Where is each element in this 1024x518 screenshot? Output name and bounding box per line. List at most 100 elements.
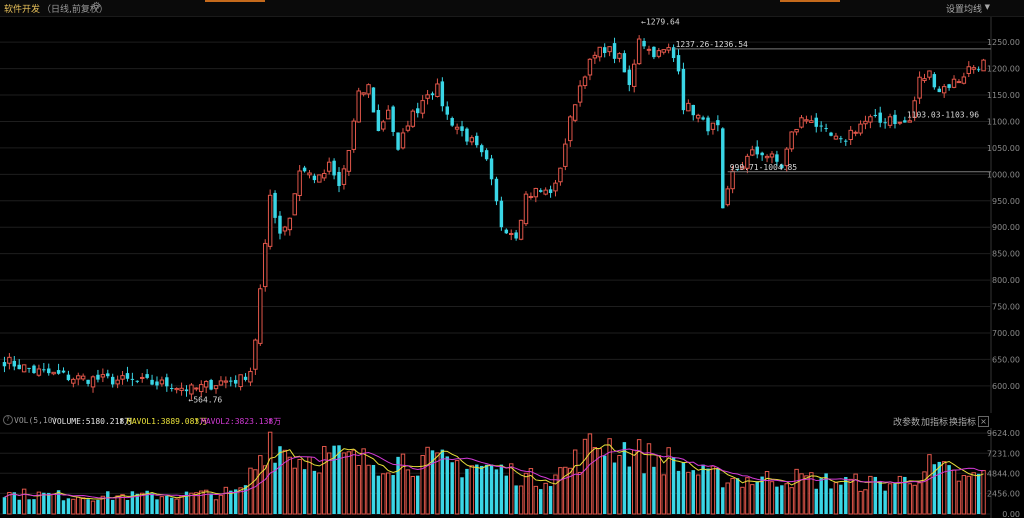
volume-bar-up [115,495,120,515]
volume-bar-down [514,485,518,514]
price-chart[interactable]: 600.00 650.00 700.00 750.00 800.00 850.00 900.… [0,17,1024,413]
candle-body-down [780,164,784,169]
price-tick-label: 1000.00 [987,170,1020,179]
candle-body-down [135,380,140,382]
candle-body-up [956,81,962,84]
candle-body-up [745,155,750,169]
volume-bar-down [893,483,897,514]
candle-body-down [755,146,759,155]
volume-bar-up [307,456,312,515]
gear-icon[interactable]: ⚙ [92,1,101,12]
candle-body-up [351,120,357,150]
candle-body-up [203,380,209,388]
volume-bar-down [125,499,130,514]
candle-body-down [676,55,681,72]
price-tick-label: 750.00 [992,303,1020,312]
accent-bar-right [780,0,840,2]
volume-chart[interactable]: 0.00 2456.00 4844.00 7231.00 9624.00 [0,428,1024,518]
volume-bar-up [577,471,583,515]
volume-bar-down [676,470,681,514]
candle-body-up [553,182,558,192]
candle-body-up [907,120,912,123]
candle-body-up [253,339,258,370]
candle-body-up [941,86,947,94]
stock-title[interactable]: 软件开发 [4,5,41,15]
candle-body-up [454,126,460,130]
candle-body-down [504,229,509,234]
volume-bar-down [460,477,464,514]
candle-body-up [115,379,120,385]
modify-params-button[interactable]: 改参数 [893,418,921,428]
volume-bar-down [691,470,695,514]
volume-bar-down [937,461,941,514]
price-annotation: 1103.03-1103.96 [907,110,979,119]
volume-bar-up [420,454,425,515]
add-indicator-button[interactable]: 加指标 [921,418,949,428]
volume-bar-down [824,473,828,514]
candle-body-up [853,131,858,134]
candle-body-up [769,153,775,158]
volume-bar-up [528,468,534,515]
volume-bar-up [523,472,529,515]
candle-body-down [42,369,46,371]
candle-body-down [332,160,336,176]
volume-bar-down [622,442,627,514]
candle-body-down [376,109,381,132]
candle-body-up [784,148,789,167]
chevron-down-icon[interactable]: ▼ [984,3,990,11]
help-icon[interactable]: ? [3,415,13,425]
volume-bar-up [80,497,86,515]
volume-bar-up [912,484,917,515]
candle-body-up [410,110,416,127]
volume-bar-up [941,461,947,515]
volume-bar-up [36,491,42,515]
volume-bar-down [445,456,449,514]
candle-body-up [326,161,332,172]
candle-body-up [179,387,184,391]
volume-bar-down [86,499,90,514]
candle-body-up [21,364,27,373]
candle-body-down [371,87,376,113]
set-ma-button[interactable]: 设置均线 [945,5,982,15]
candle-body-up [90,376,96,388]
volume-value: VOLUME:5180.218万 [52,417,133,426]
volume-bar-up [868,475,873,515]
candle-body-up [666,47,671,51]
volume-bar-down [416,475,420,514]
volume-bar-down [150,493,154,514]
candle-body-up [36,368,42,376]
volume-bar-down [706,468,710,514]
vol-indicator-name[interactable]: VOL(5,10) [14,416,58,425]
candle-body-up [951,78,957,88]
close-icon[interactable]: × [978,416,989,427]
candle-body-down [184,389,189,392]
volume-bar-up [385,472,391,515]
volume-bar-up [361,448,366,515]
volume-bar-up [435,452,440,515]
candle-body-up [287,217,293,231]
volume-bar-up [730,477,735,515]
candle-body-down [514,232,518,239]
candle-body-down [302,167,307,172]
candle-body-up [863,120,868,125]
candle-body-up [346,149,352,172]
candle-body-up [725,188,730,206]
volume-bar-up [833,482,839,515]
volume-bar-up [213,499,219,515]
candle-body-up [587,58,593,76]
candle-body-up [80,375,86,380]
volume-bar-up [322,445,327,515]
candle-body-up [887,116,893,126]
volume-bar-down [479,465,484,514]
volume-bar-down [66,498,71,514]
switch-indicator-button[interactable]: 换指标 [949,418,977,428]
volume-bar-up [194,492,199,515]
price-tick-label: 1200.00 [987,65,1020,74]
volume-bar-up [710,465,716,515]
volume-bar-down [312,470,317,514]
volume-bar-down [839,484,843,514]
volume-bar-down [32,499,36,514]
volume-bar-up [553,474,558,515]
candle-body-up [317,174,322,183]
up-arrow-icon: ↑ [119,416,124,425]
